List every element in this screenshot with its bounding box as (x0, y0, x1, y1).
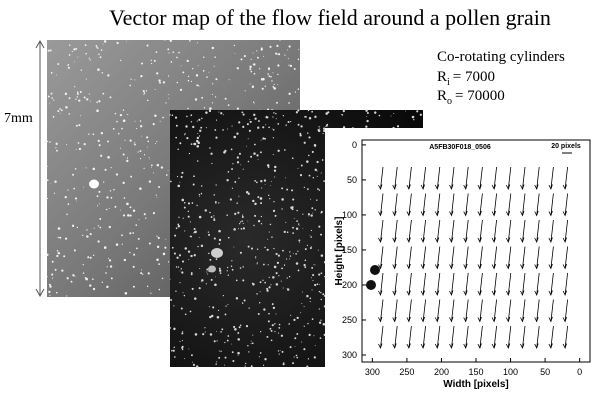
pollen-grain (208, 265, 216, 273)
condition-param: Ro = 70000 (437, 88, 505, 107)
axis-ticks: 300 250 200 150 100 50 0 0 50 100 150 200 250 300 (342, 140, 582, 377)
slide-title: Vector map of the flow field around a po… (109, 5, 551, 30)
pollen-grain-plot (370, 265, 380, 275)
pollen-grain (89, 179, 99, 189)
x-axis-label: Width [pixels] (443, 379, 508, 390)
dimension-label: 7mm (4, 111, 33, 126)
param-value: = 7000 (453, 69, 495, 85)
x-tick-label: 50 (540, 367, 550, 377)
scale-label: 20 pixels (551, 143, 581, 150)
param-symbol: R (437, 88, 447, 104)
y-tick-label: 0 (352, 140, 357, 150)
x-tick-label: 200 (434, 367, 449, 377)
pollen-grain (211, 248, 223, 258)
flow-vectors (378, 166, 568, 350)
x-tick-label: 0 (577, 367, 582, 377)
plot-title: A5FB30F018_0506 (429, 144, 491, 151)
y-axis-label: Height [pixels] (334, 217, 345, 286)
param-value: = 70000 (455, 88, 505, 104)
y-tick-label: 250 (342, 315, 357, 325)
x-tick-label: 100 (503, 367, 518, 377)
plot-panel (325, 128, 600, 401)
pollen-grain-plot (366, 280, 376, 290)
param-subscript: o (447, 96, 452, 107)
condition-param: Ri = 7000 (437, 69, 495, 88)
y-tick-label: 200 (342, 280, 357, 290)
conditions-heading: Co-rotating cylinders (437, 49, 565, 65)
x-tick-label: 250 (399, 367, 414, 377)
x-tick-label: 300 (365, 367, 380, 377)
y-tick-label: 300 (342, 350, 357, 360)
y-tick-label: 150 (342, 245, 357, 255)
dimension-arrow (35, 39, 45, 298)
x-tick-label: 150 (468, 367, 483, 377)
y-tick-label: 100 (342, 210, 357, 220)
y-tick-label: 50 (347, 175, 357, 185)
param-symbol: R (437, 69, 447, 85)
param-subscript: i (447, 77, 450, 88)
